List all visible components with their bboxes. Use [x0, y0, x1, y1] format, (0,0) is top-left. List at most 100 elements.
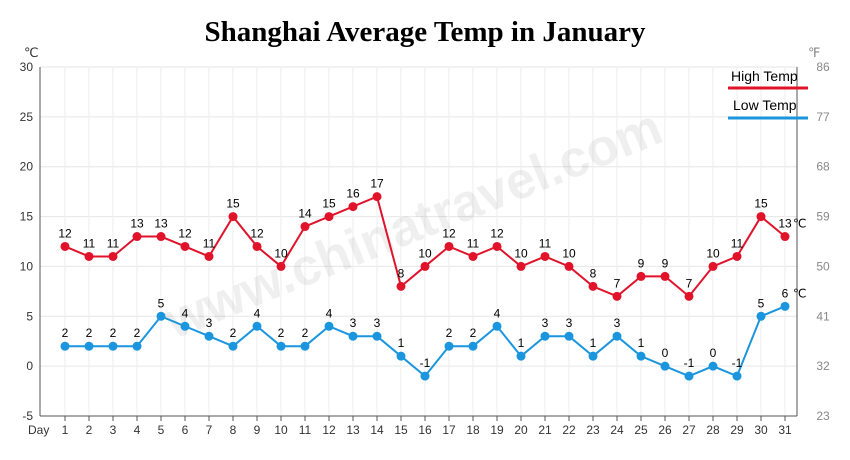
high-temp-data-label: 9 [638, 256, 645, 270]
x-tick-label: 4 [134, 423, 141, 437]
high-temp-data-label: 7 [686, 276, 693, 290]
low-temp-point [204, 331, 214, 341]
low-temp-data-label: 4 [494, 306, 501, 320]
legend: High Temp Low Temp [728, 68, 808, 120]
y-right-tick-label: 68 [816, 160, 830, 174]
high-temp-data-label: 11 [83, 236, 96, 250]
low-temp-end-unit: ℃ [793, 286, 806, 300]
high-temp-point [84, 251, 94, 261]
high-temp-data-label: 12 [58, 226, 72, 240]
high-temp-data-label: 14 [298, 207, 312, 221]
chart-title: Shanghai Average Temp in January [204, 16, 646, 48]
x-tick-label: 16 [418, 423, 432, 437]
high-temp-data-label: 10 [514, 246, 528, 260]
high-temp-point [636, 271, 646, 281]
low-temp-point [132, 341, 142, 351]
x-tick-label: 14 [370, 423, 384, 437]
x-tick-label: 1 [62, 423, 69, 437]
y-right-tick-label: 32 [816, 359, 830, 373]
x-tick-label: 10 [274, 423, 288, 437]
low-temp-data-label: 4 [326, 306, 333, 320]
high-temp-data-label: 15 [322, 197, 336, 211]
low-temp-point [660, 361, 670, 371]
high-temp-data-label: 10 [274, 246, 288, 260]
low-temp-point [588, 351, 598, 361]
low-temp-data-label: 6 [782, 286, 789, 300]
low-temp-point [684, 371, 694, 381]
left-unit-label: ℃ [24, 45, 39, 60]
low-temp-data-label: 3 [350, 316, 357, 330]
low-temp-point [540, 331, 550, 341]
high-temp-point [420, 261, 430, 271]
high-temp-point [468, 251, 478, 261]
low-temp-data-label: 5 [158, 296, 165, 310]
x-tick-label: 20 [514, 423, 528, 437]
y-right-tick-label: 50 [816, 259, 830, 273]
high-temp-data-label: 11 [203, 236, 216, 250]
low-temp-point [324, 321, 334, 331]
legend-high-label: High Temp [731, 68, 798, 84]
high-temp-data-label: 12 [250, 226, 264, 240]
low-temp-point [708, 361, 718, 371]
high-temp-point [180, 241, 190, 251]
high-temp-data-label: 12 [490, 226, 504, 240]
high-temp-point [780, 232, 790, 242]
low-temp-data-label: 4 [254, 306, 261, 320]
high-temp-data-label: 11 [539, 236, 552, 250]
high-temp-point [300, 222, 310, 232]
high-temp-data-label: 13 [130, 217, 144, 231]
x-tick-label: 29 [730, 423, 744, 437]
low-temp-point [372, 331, 382, 341]
high-temp-point [444, 241, 454, 251]
low-temp-point [348, 331, 358, 341]
high-temp-data-label: 9 [662, 256, 669, 270]
y-right-tick-label: 77 [816, 110, 830, 124]
low-temp-point [276, 341, 286, 351]
high-temp-data-label: 10 [706, 246, 720, 260]
low-temp-data-label: 2 [110, 326, 117, 340]
low-temp-point [180, 321, 190, 331]
x-tick-label: 6 [182, 423, 189, 437]
y-tick-label: -5 [22, 409, 33, 423]
low-temp-point [732, 371, 742, 381]
low-temp-data-label: 2 [302, 326, 309, 340]
x-tick-label: 21 [538, 423, 552, 437]
low-temp-data-label: 5 [758, 296, 765, 310]
high-temp-point [132, 232, 142, 242]
low-temp-point [636, 351, 646, 361]
low-temp-point [252, 321, 262, 331]
low-temp-data-label: 1 [638, 336, 645, 350]
right-unit-label: ℉ [808, 45, 820, 60]
x-tick-label: 25 [634, 423, 648, 437]
high-temp-point [732, 251, 742, 261]
x-tick-label: 17 [442, 423, 456, 437]
low-temp-data-label: 3 [542, 316, 549, 330]
low-temp-data-label: 3 [614, 316, 621, 330]
low-temp-data-label: 1 [590, 336, 597, 350]
low-temp-point [564, 331, 574, 341]
x-tick-label: 30 [754, 423, 768, 437]
y-right-tick-label: 41 [816, 309, 830, 323]
high-temp-point [156, 232, 166, 242]
x-tick-label: 19 [490, 423, 504, 437]
high-temp-point [372, 192, 382, 202]
high-temp-point [204, 251, 214, 261]
x-tick-label: 2 [86, 423, 93, 437]
low-temp-data-label: 2 [62, 326, 69, 340]
x-tick-label: 8 [230, 423, 237, 437]
low-temp-point [84, 341, 94, 351]
high-temp-data-label: 8 [590, 266, 597, 280]
low-temp-data-label: 3 [374, 316, 381, 330]
high-temp-point [684, 291, 694, 301]
high-temp-data-label: 13 [778, 217, 792, 231]
high-temp-point [276, 261, 286, 271]
x-tick-label: 3 [110, 423, 117, 437]
low-temp-data-label: 2 [470, 326, 477, 340]
high-temp-point [492, 241, 502, 251]
low-temp-data-label: 2 [134, 326, 141, 340]
x-tick-label: 15 [394, 423, 408, 437]
high-temp-point [324, 212, 334, 222]
low-temp-point [492, 321, 502, 331]
high-temp-data-label: 11 [467, 236, 480, 250]
